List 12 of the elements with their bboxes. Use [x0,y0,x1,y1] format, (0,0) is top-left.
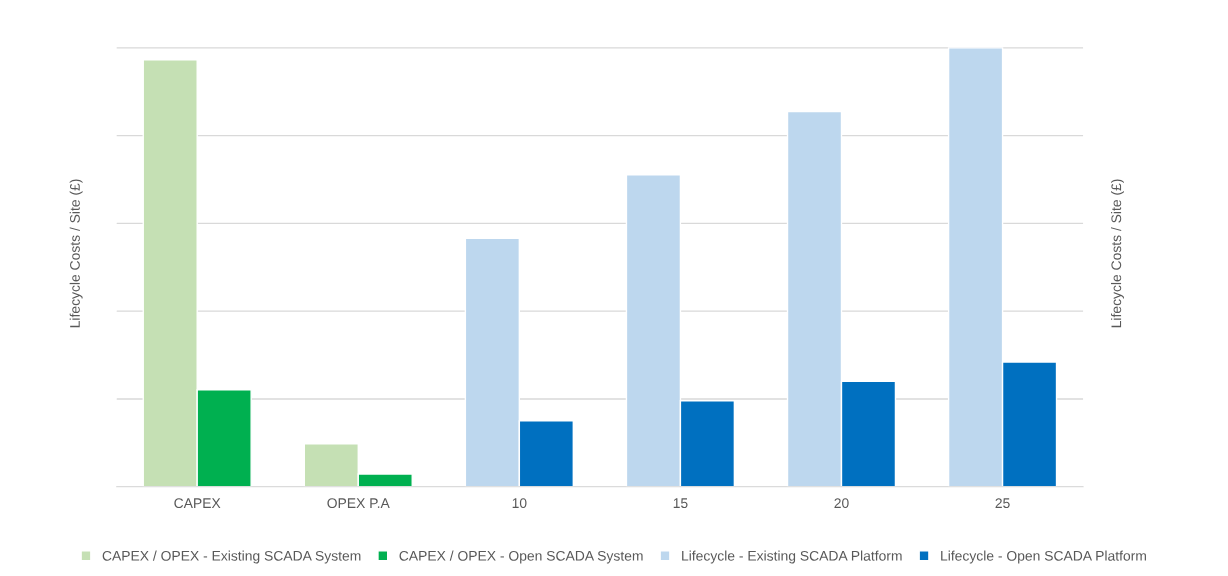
x-tick-label: CAPEX [174,498,221,509]
legend-label: CAPEX / OPEX - Existing SCADA System [102,550,361,564]
x-tick-label: 15 [673,498,688,509]
legend-label: Lifecycle - Existing SCADA Platform [682,550,902,564]
legend-label: Lifecycle - Open SCADA Platform [941,550,1146,564]
legend-label: CAPEX / OPEX - Open SCADA System [399,550,643,564]
x-tick-label: OPEX P.A [327,498,390,509]
x-tick-label: 25 [995,498,1010,509]
y2-axis-title: Lifecycle Costs / Site (£) [1111,179,1124,328]
x-tick-label: 10 [512,498,527,509]
y-axis-title: Lifecycle Costs / Site (£) [69,179,83,328]
x-tick-label: 20 [834,498,849,509]
